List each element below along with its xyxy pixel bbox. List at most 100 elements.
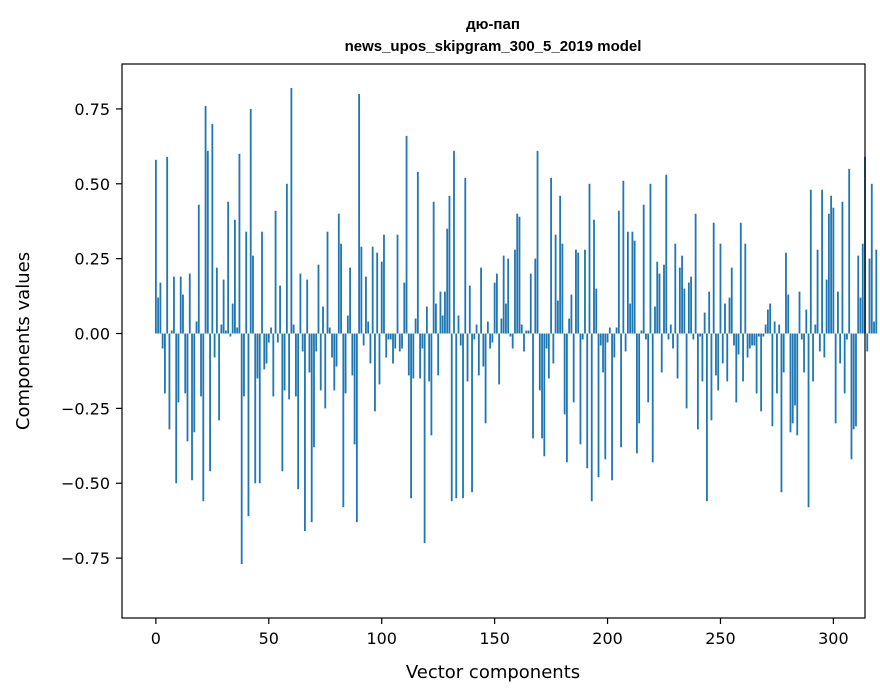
bar-53 — [274, 210, 277, 334]
bar-245 — [708, 291, 711, 334]
bar-292 — [814, 324, 817, 334]
bar-24 — [209, 333, 211, 472]
bar-268 — [760, 333, 763, 412]
bar-14 — [186, 333, 189, 442]
bar-266 — [755, 333, 758, 394]
bar-105 — [392, 333, 394, 364]
bar-143 — [477, 333, 480, 376]
bar-308 — [850, 333, 853, 460]
bar-178 — [556, 300, 559, 334]
bar-85 — [346, 315, 349, 334]
bar-288 — [805, 309, 808, 334]
bar-2 — [159, 282, 162, 334]
bar-33 — [229, 333, 232, 337]
bar-291 — [812, 333, 814, 382]
bar-69 — [310, 333, 313, 523]
bar-139 — [468, 285, 471, 334]
bar-121 — [428, 333, 431, 382]
bar-296 — [823, 333, 826, 358]
bar-209 — [626, 231, 629, 334]
bar-255 — [730, 267, 733, 334]
bar-200 — [606, 333, 609, 343]
bar-277 — [780, 333, 783, 493]
bar-104 — [389, 333, 392, 340]
bar-183 — [568, 318, 571, 334]
bar-199 — [604, 333, 607, 460]
bar-28 — [218, 333, 221, 421]
bar-285 — [798, 291, 801, 334]
bar-132 — [453, 150, 455, 334]
bar-293 — [816, 249, 819, 334]
x-tick-label: 50 — [259, 629, 279, 648]
bar-230 — [674, 243, 677, 334]
bar-213 — [636, 333, 638, 454]
bar-287 — [803, 333, 805, 373]
bar-26 — [213, 333, 216, 358]
bar-93 — [365, 276, 367, 334]
bar-258 — [737, 333, 740, 355]
bar-228 — [669, 324, 672, 334]
bar-15 — [188, 273, 191, 334]
bar-311 — [857, 255, 860, 334]
bar-84 — [344, 333, 347, 394]
bar-42 — [249, 108, 252, 334]
bar-6 — [168, 333, 171, 430]
bar-86 — [349, 267, 351, 334]
bar-256 — [733, 333, 735, 346]
bar-101 — [383, 234, 385, 334]
bar-188 — [579, 333, 582, 445]
bar-95 — [369, 333, 372, 364]
bar-218 — [647, 333, 650, 403]
bar-74 — [322, 306, 324, 334]
bar-47 — [261, 231, 263, 334]
bar-276 — [778, 324, 781, 334]
bar-212 — [633, 240, 636, 334]
bar-242 — [701, 333, 704, 382]
bar-215 — [640, 330, 643, 334]
y-tick-label: 0.00 — [74, 325, 110, 344]
bar-312 — [859, 297, 862, 334]
bar-299 — [830, 195, 833, 334]
bar-55 — [279, 285, 281, 334]
bar-195 — [595, 288, 598, 334]
bar-17 — [193, 333, 196, 433]
y-tick-label: −0.50 — [61, 474, 110, 493]
bar-190 — [584, 249, 586, 334]
bar-280 — [787, 294, 790, 334]
bar-142 — [475, 324, 478, 334]
bar-279 — [785, 252, 787, 334]
bar-182 — [565, 333, 568, 463]
y-tick-label: −0.75 — [61, 549, 110, 568]
plot-area-frame — [121, 63, 866, 619]
bar-75 — [324, 333, 327, 409]
bar-234 — [683, 288, 686, 334]
bar-10 — [177, 333, 180, 403]
bar-20 — [200, 333, 202, 397]
bar-76 — [326, 231, 329, 334]
bar-107 — [396, 234, 399, 334]
bar-189 — [581, 333, 584, 340]
bar-244 — [706, 333, 708, 502]
bar-54 — [276, 333, 279, 343]
bar-216 — [642, 204, 645, 334]
bar-232 — [678, 267, 681, 334]
bar-282 — [791, 333, 794, 424]
bar-194 — [593, 219, 595, 334]
bar-50 — [267, 333, 270, 343]
bar-103 — [387, 333, 390, 340]
bar-141 — [473, 333, 476, 340]
bar-34 — [231, 303, 234, 334]
bar-81 — [337, 213, 340, 334]
bar-262 — [746, 333, 749, 358]
bar-43 — [252, 255, 254, 334]
bar-83 — [342, 333, 345, 508]
bar-246 — [710, 333, 713, 421]
bar-106 — [394, 333, 397, 349]
bar-317 — [870, 183, 873, 334]
bar-229 — [672, 333, 674, 349]
bar-80 — [335, 333, 338, 367]
bar-289 — [807, 333, 810, 508]
bar-5 — [166, 156, 169, 334]
bar-19 — [197, 204, 200, 334]
